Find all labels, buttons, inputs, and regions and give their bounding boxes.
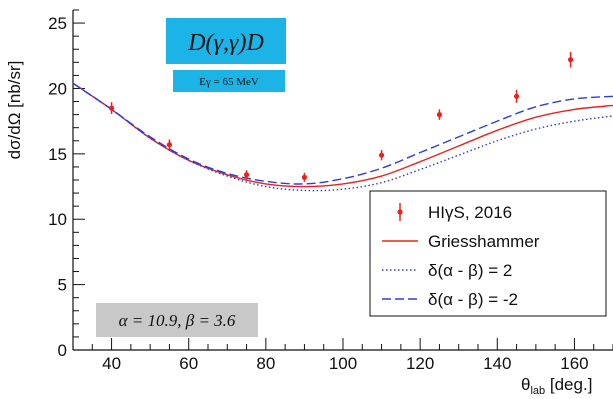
y-tick-label: 5 [58, 276, 67, 295]
x-axis-title-main: θ [521, 375, 530, 394]
x-tick-label: 160 [560, 354, 588, 373]
legend-entries: HIγS, 2016 Griesshammer δ(α - β) = 2 δ(α - … [382, 203, 540, 309]
y-tick-label: 10 [48, 210, 67, 229]
point-marker [567, 57, 574, 63]
point-marker [243, 172, 250, 178]
legend-entry: Griesshammer [382, 232, 540, 251]
x-tick-label: 80 [256, 354, 275, 373]
legend-swatch-marker [397, 209, 403, 215]
data-point [301, 172, 308, 182]
point-marker [513, 93, 520, 99]
x-tick-label: 40 [102, 354, 121, 373]
x-tick-label: 140 [483, 354, 511, 373]
x-axis-title: θlab [deg.] [521, 375, 592, 397]
data-point [108, 102, 115, 114]
legend-entry: HIγS, 2016 [397, 203, 512, 222]
panel-title: D(γ,γ)D [187, 30, 264, 56]
series-line-dashed [72, 82, 613, 185]
point-marker [108, 105, 115, 111]
data-point [243, 170, 250, 180]
x-tick-label: 60 [179, 354, 198, 373]
y-tick-label: 20 [48, 79, 67, 98]
y-tick-label: 0 [58, 341, 67, 360]
series-line-solid [72, 82, 613, 188]
data-point [166, 139, 173, 150]
params-box: α = 10.9, β = 3.6 [96, 303, 258, 337]
y-axis-title: dσ/dΩ [nb/sr] [5, 61, 24, 160]
legend-entry: δ(α - β) = 2 [382, 261, 512, 280]
legend-label: HIγS, 2016 [428, 203, 512, 222]
data-points [108, 51, 574, 182]
panel-subtitle-box: Eγ = 65 MeV [173, 70, 285, 92]
point-marker [436, 112, 443, 118]
params-bg [96, 303, 258, 337]
data-point [513, 89, 520, 103]
panel-title-bg [166, 18, 286, 64]
legend: HIγS, 2016 Griesshammer δ(α - β) = 2 δ(α - … [369, 190, 607, 317]
y-tick-label: 25 [48, 14, 67, 33]
curves [72, 82, 613, 192]
legend-label: Griesshammer [428, 232, 540, 251]
data-point [378, 149, 385, 161]
x-axis-title-rest: [deg.] [545, 375, 592, 394]
point-marker [378, 152, 385, 158]
y-ticks: 0 5 10 15 20 25 [48, 9, 85, 360]
x-ticks: 40 60 80 100 120 140 160 [72, 338, 613, 373]
data-point [436, 109, 443, 120]
series-line-dotted [72, 82, 613, 192]
x-axis-title-sub: lab [530, 385, 545, 397]
legend-label: δ(α - β) = 2 [428, 261, 512, 280]
x-tick-label: 120 [406, 354, 434, 373]
point-marker [166, 142, 173, 148]
legend-entry: δ(α - β) = -2 [382, 290, 518, 309]
legend-box [369, 190, 607, 317]
data-point [567, 51, 574, 68]
legend-label: δ(α - β) = -2 [428, 290, 518, 309]
point-marker [301, 174, 308, 180]
panel-subtitle: Eγ = 65 MeV [199, 76, 259, 88]
y-tick-label: 15 [48, 145, 67, 164]
x-tick-label: 100 [329, 354, 357, 373]
panel-title-box: D(γ,γ)D [166, 18, 286, 64]
params-label: α = 10.9, β = 3.6 [119, 311, 236, 330]
panel-subtitle-bg [173, 70, 285, 92]
